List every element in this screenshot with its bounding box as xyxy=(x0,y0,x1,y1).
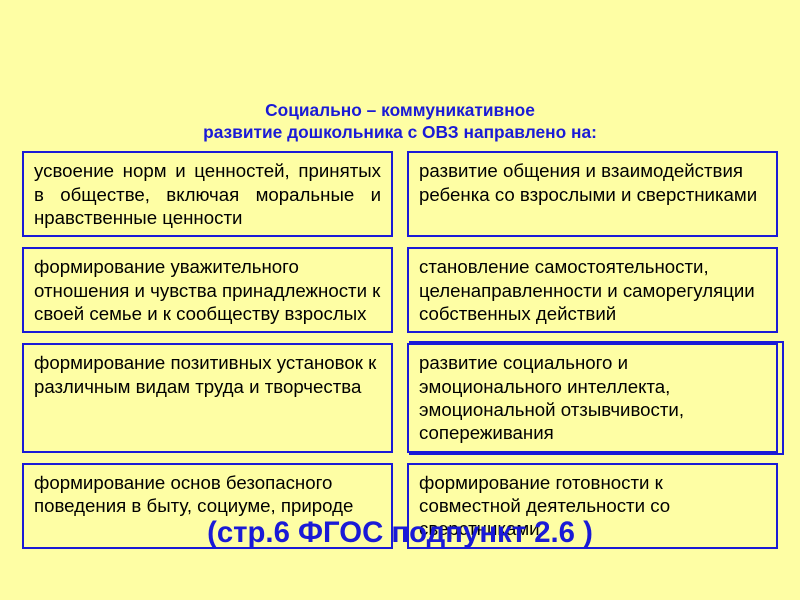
slide-header: Социально – коммуникативное развитие дош… xyxy=(0,100,800,143)
row-3: формирование позитивных установок к разл… xyxy=(22,343,778,452)
box-text: становление самостоятельности, целенапра… xyxy=(419,255,766,325)
header-line-2: развитие дошкольника с ОВЗ направлено на… xyxy=(0,122,800,144)
box-r2c1: формирование уважительного отношения и ч… xyxy=(22,247,393,333)
box-text: формирование позитивных установок к разл… xyxy=(34,351,381,398)
footer-reference: (стр.6 ФГОС подпункт 2.6 ) xyxy=(0,516,800,550)
row-1: усвоение норм и ценностей, принятых в об… xyxy=(22,151,778,237)
slide: Социально – коммуникативное развитие дош… xyxy=(0,0,800,600)
header-line-1: Социально – коммуникативное xyxy=(0,100,800,122)
box-text: развитие социального и эмоционального ин… xyxy=(419,351,766,444)
box-text: формирование основ безопасного поведения… xyxy=(34,471,381,518)
box-text: усвоение норм и ценностей, принятых в об… xyxy=(34,159,381,229)
box-r2c2: становление самостоятельности, целенапра… xyxy=(407,247,778,333)
box-r3c2: развитие социального и эмоционального ин… xyxy=(407,343,778,452)
row-2: формирование уважительного отношения и ч… xyxy=(22,247,778,333)
box-r1c2: развитие общения и взаимодействия ребенк… xyxy=(407,151,778,237)
box-r1c1: усвоение норм и ценностей, принятых в об… xyxy=(22,151,393,237)
box-text: развитие общения и взаимодействия ребенк… xyxy=(419,159,766,206)
box-text: формирование уважительного отношения и ч… xyxy=(34,255,381,325)
box-r3c1: формирование позитивных установок к разл… xyxy=(22,343,393,452)
boxes-grid: усвоение норм и ценностей, принятых в об… xyxy=(22,151,778,548)
